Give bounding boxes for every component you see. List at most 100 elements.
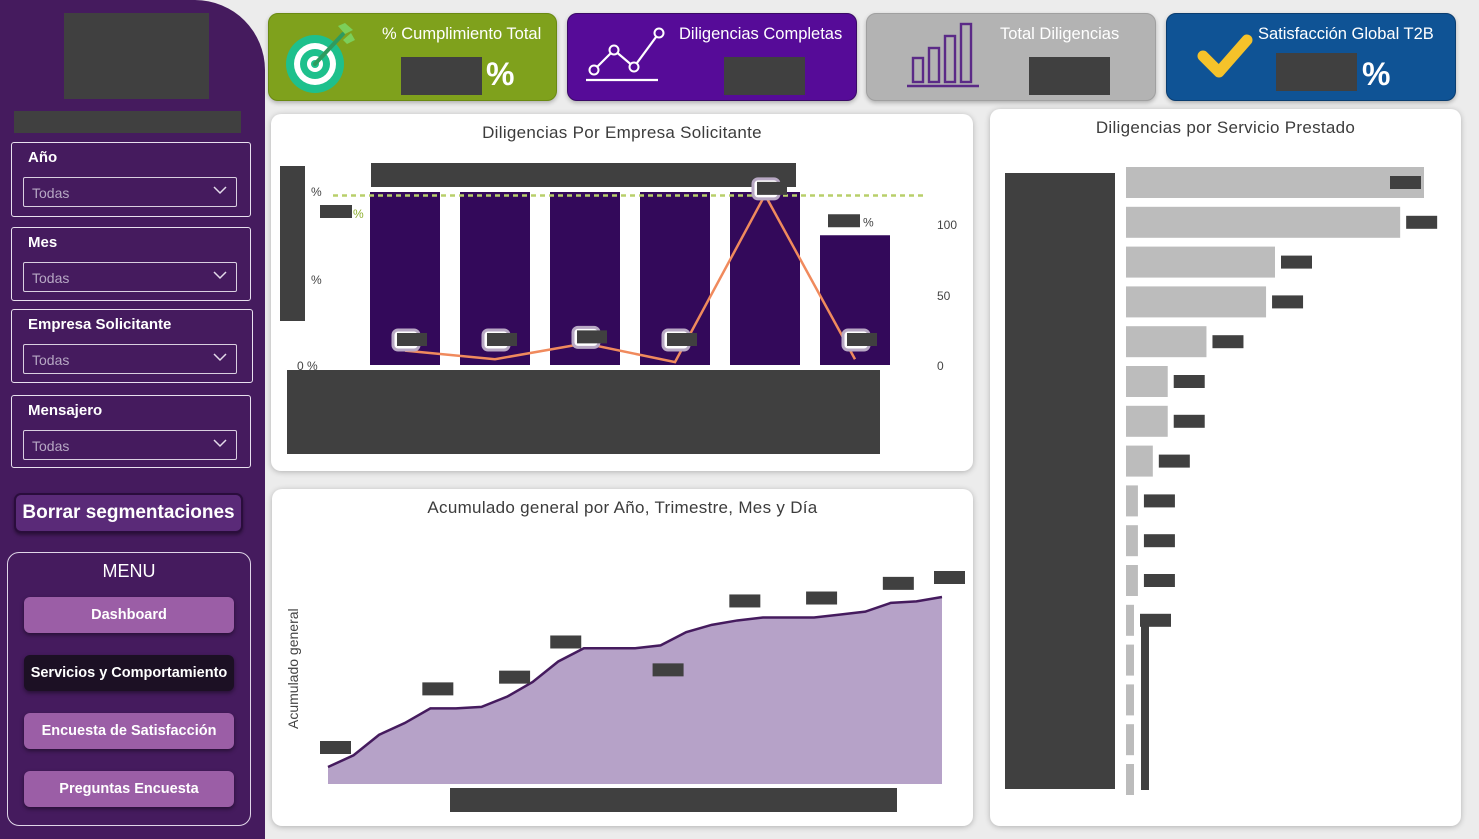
line-marker-label-redacted (397, 333, 427, 346)
line-trend-icon (586, 27, 665, 82)
bar[interactable] (1126, 326, 1207, 358)
area-chart-acumulado: Acumulado general (285, 571, 965, 812)
menu-servicios-button[interactable]: Servicios y Comportamiento (24, 655, 234, 691)
kpi-satisfaccion: Satisfacción Global T2B % (1166, 13, 1456, 101)
kpi-value (1276, 53, 1357, 91)
line-marker-label-redacted (667, 333, 697, 346)
hbar-chart-servicio (1005, 167, 1438, 795)
point-label-redacted (550, 635, 582, 649)
slicer-label: Mensajero (28, 402, 103, 419)
bar[interactable] (1126, 485, 1138, 517)
kpi-unit: % (486, 56, 515, 92)
point-label-redacted (806, 591, 838, 605)
menu-dashboard-button[interactable]: Dashboard (24, 597, 234, 633)
sidebar: Año Todas Mes Todas Empresa Solicitante … (0, 0, 265, 839)
kpi-title: % Cumplimiento Total (382, 25, 542, 43)
kpi-value (1029, 57, 1110, 95)
kpi-diligencias-completas: Diligencias Completas (567, 13, 857, 101)
slicer-value: Todas (32, 352, 70, 368)
chevron-down-icon (213, 186, 227, 195)
left-tick-label: % (311, 273, 322, 287)
bar-label-unit: % (863, 215, 874, 229)
line-marker-label-redacted (487, 333, 517, 346)
right-tick-label: 100 (937, 218, 957, 232)
right-tick-label: 50 (937, 289, 951, 303)
bar[interactable] (1126, 246, 1275, 278)
menu-title: MENU (102, 561, 156, 581)
bar-label-redacted (1272, 295, 1304, 309)
menu-encuesta-button[interactable]: Encuesta de Satisfacción (24, 713, 234, 749)
point-label-redacted (652, 663, 684, 677)
menu-preguntas-button[interactable]: Preguntas Encuesta (24, 771, 234, 807)
slicer-empresa-dropdown[interactable]: Todas (23, 344, 237, 374)
point-label-redacted (499, 670, 531, 684)
area-line (327, 595, 943, 769)
chart-acumulado-panel: Acumulado general por Año, Trimestre, Me… (272, 489, 973, 826)
slicer-label: Año (28, 149, 58, 166)
kpi-title: Satisfacción Global T2B (1258, 25, 1434, 43)
slicer-mes-dropdown[interactable]: Todas (23, 262, 237, 292)
slicer-mensajero: Mensajero Todas (11, 395, 251, 468)
slicer-empresa: Empresa Solicitante Todas (11, 309, 253, 383)
bar-label-redacted (1212, 335, 1244, 349)
bar[interactable] (1126, 445, 1153, 477)
point-label-redacted (422, 682, 454, 696)
left-tick-label: % (311, 185, 322, 199)
slicer-label: Empresa Solicitante (28, 316, 172, 333)
left-axis-title-redacted (280, 166, 305, 321)
bar-label-redacted (1143, 574, 1175, 587)
y-axis-label: Acumulado general (285, 608, 301, 729)
kpi-title: Total Diligencias (1000, 25, 1120, 43)
chevron-down-icon (213, 439, 227, 448)
line-marker-label-redacted (577, 330, 607, 344)
area-fill (328, 597, 942, 784)
point-label-redacted (729, 594, 761, 608)
bar[interactable] (1126, 764, 1134, 795)
line-marker-label-redacted (757, 181, 787, 195)
combo-chart-empresa: % % 0 % 100 50 0 % % (280, 163, 957, 454)
kpi-total-diligencias: Total Diligencias (866, 13, 1156, 101)
bar-label-redacted (1143, 534, 1175, 548)
bar[interactable] (1126, 525, 1138, 557)
kpi-value (724, 57, 805, 95)
bar-label-redacted (1281, 255, 1312, 269)
bar-label-redacted (1158, 454, 1190, 468)
x-axis-redacted (450, 788, 897, 812)
bar[interactable] (1126, 724, 1134, 756)
chart-title: Acumulado general por Año, Trimestre, Me… (427, 498, 818, 517)
series-line (404, 192, 857, 364)
target-icon (286, 23, 355, 93)
legend-redacted (371, 163, 796, 187)
bar-label-redacted (1390, 176, 1421, 189)
bar[interactable] (1126, 684, 1134, 716)
category-labels-redacted (1005, 173, 1115, 789)
chart-title: Diligencias Por Empresa Solicitante (482, 123, 762, 142)
small-value-labels-redacted (1141, 614, 1149, 790)
menu-panel: MENU Dashboard Servicios y Comportamient… (7, 552, 251, 826)
bar[interactable] (1126, 565, 1138, 596)
slicer-label: Mes (28, 234, 58, 251)
slicer-ano-dropdown[interactable]: Todas (23, 177, 237, 207)
bar[interactable] (1126, 644, 1134, 676)
bar[interactable] (730, 192, 800, 365)
bar[interactable] (1126, 366, 1168, 397)
category-axis-redacted (287, 370, 880, 454)
slicer-value: Todas (32, 438, 70, 454)
chart-servicio-panel: Diligencias por Servicio Prestado (990, 109, 1461, 826)
kpi-title: Diligencias Completas (679, 25, 843, 43)
chevron-down-icon (213, 271, 227, 280)
slicer-value: Todas (32, 185, 70, 201)
chart-empresa-panel: Diligencias Por Empresa Solicitante % % … (271, 114, 973, 471)
bar[interactable] (1126, 206, 1401, 238)
chart-title: Diligencias por Servicio Prestado (1095, 118, 1356, 137)
bar[interactable] (1126, 604, 1134, 636)
clear-filters-button[interactable]: Borrar segmentaciones (14, 493, 243, 533)
bar[interactable] (1126, 286, 1267, 318)
right-tick-label: 0 (937, 359, 944, 373)
bar[interactable] (1126, 405, 1168, 437)
bar[interactable] (1126, 167, 1424, 198)
slicer-mensajero-dropdown[interactable]: Todas (23, 430, 237, 460)
kpi-value (401, 57, 482, 95)
line-marker-label-redacted (847, 333, 877, 346)
bar-label-redacted (1173, 375, 1205, 388)
